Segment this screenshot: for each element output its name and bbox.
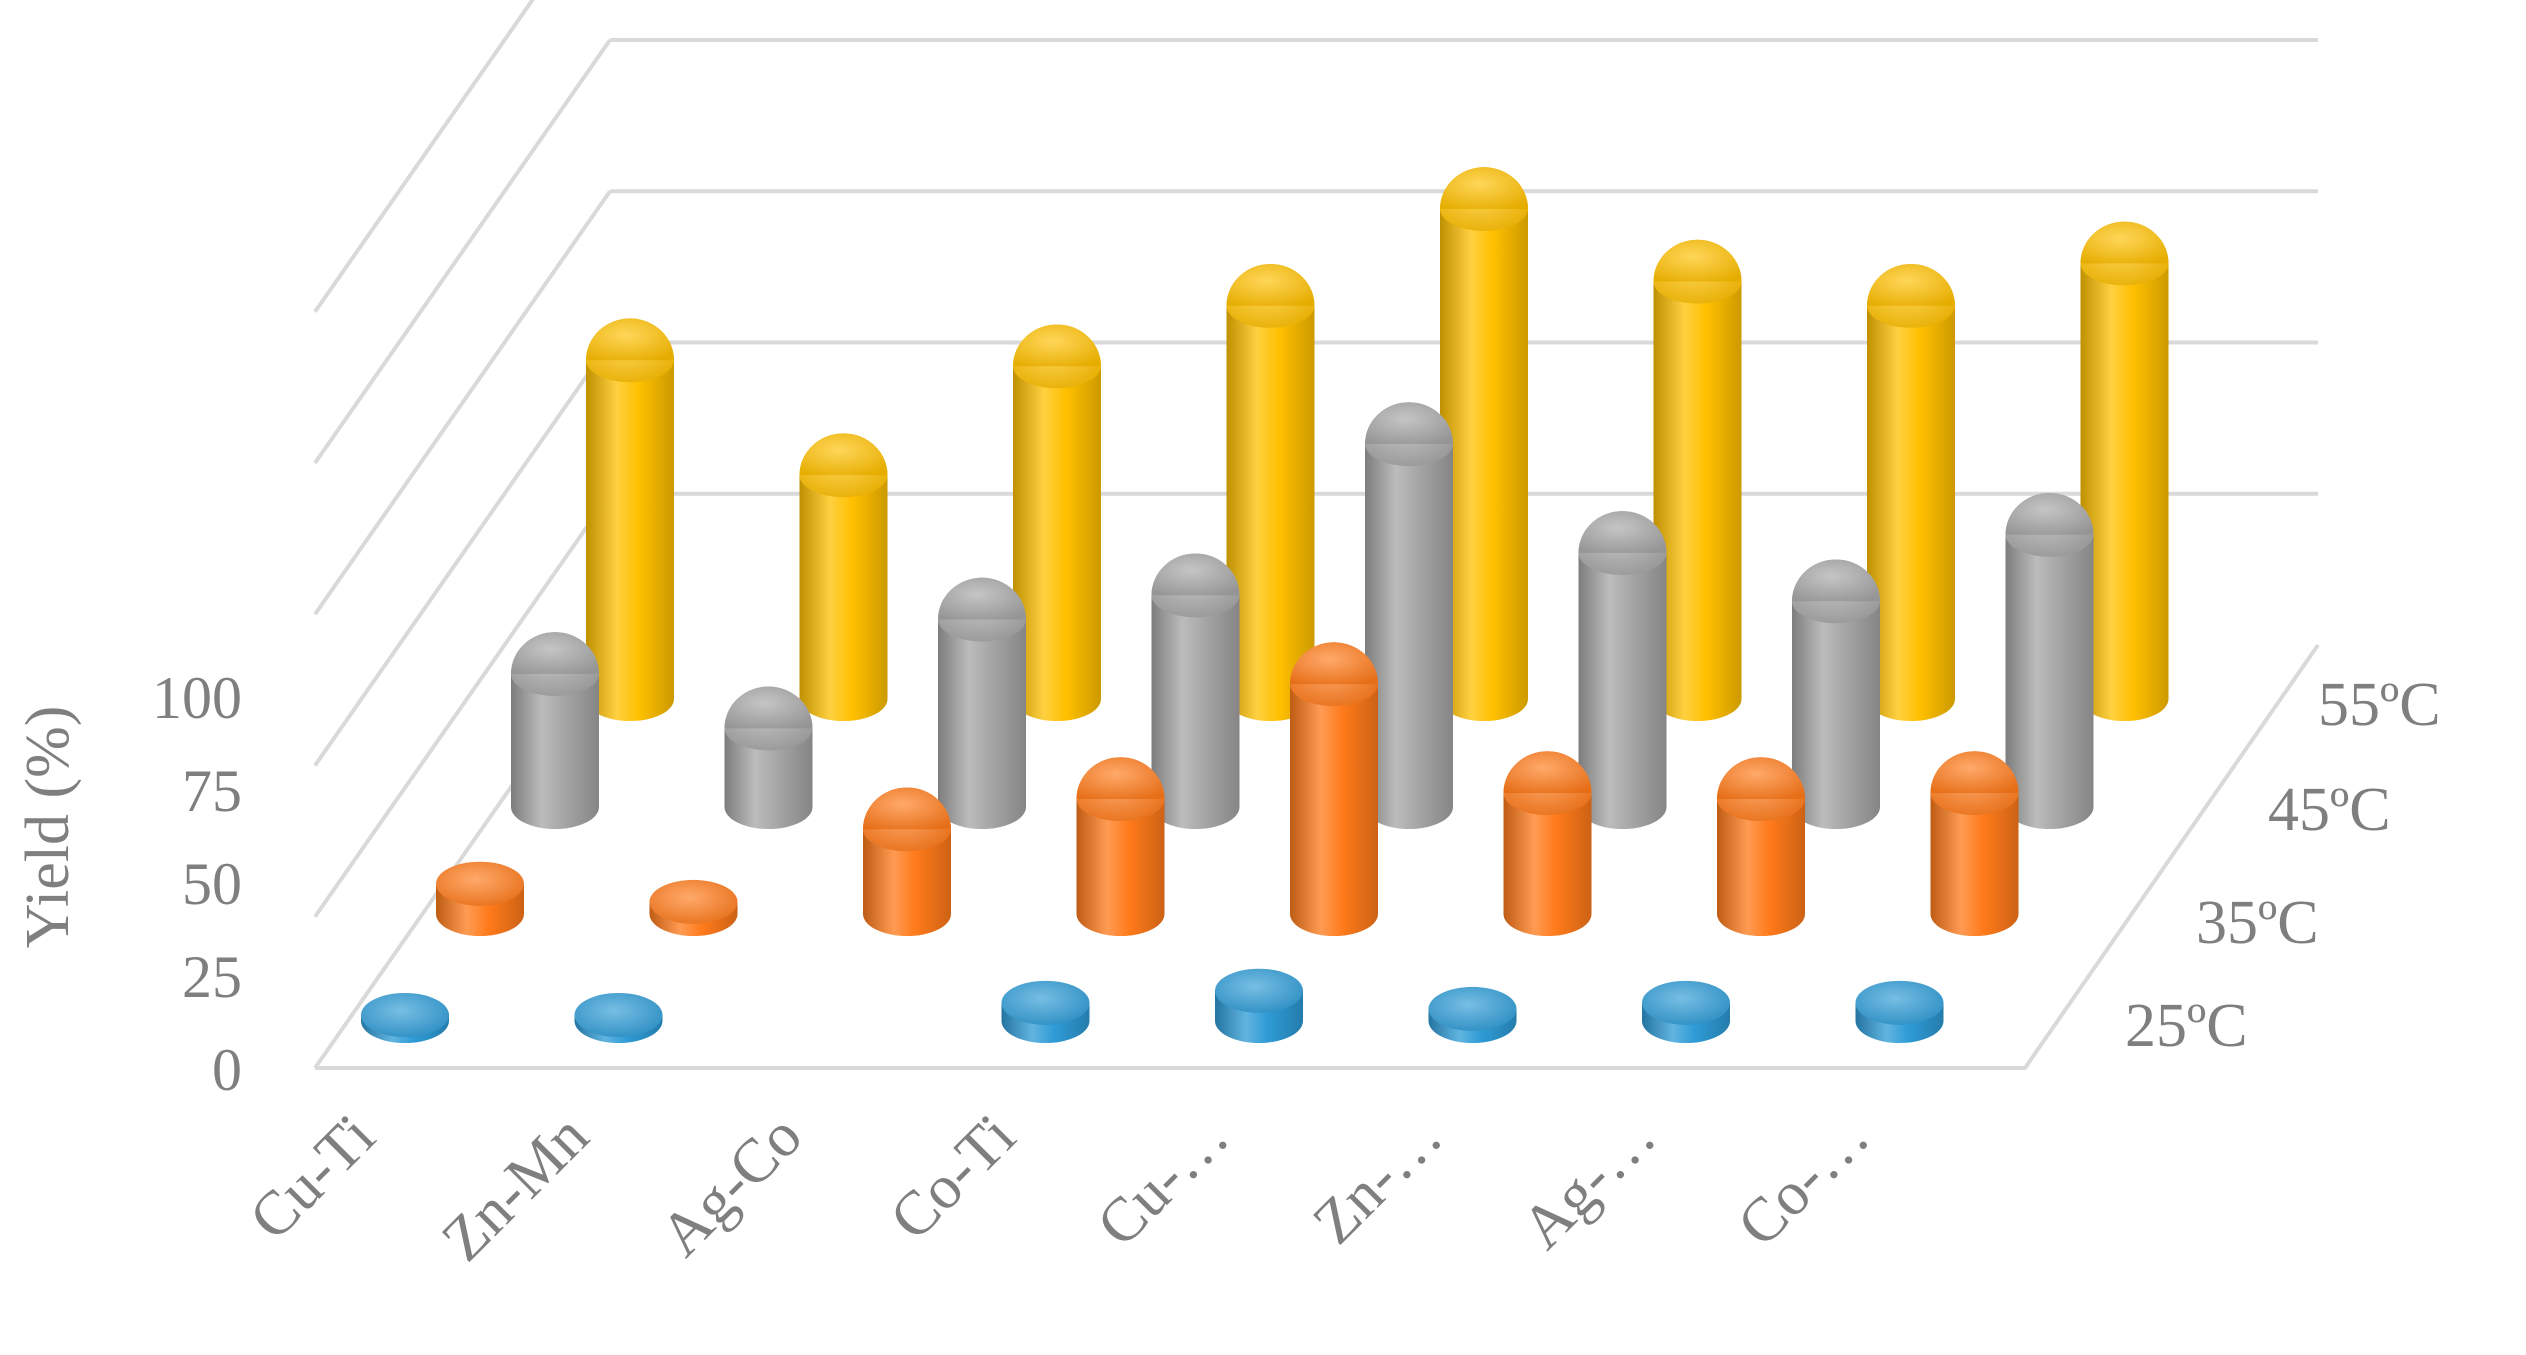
x-tick-label: Ag-Co: [647, 1102, 814, 1269]
bar-25ºC-Zn-…: [1428, 986, 1517, 1043]
bar-25ºC-Cu-Ti: [361, 993, 449, 1043]
plot-area: [361, 167, 2169, 1043]
gridline: [313, 492, 612, 918]
gridline: [313, 38, 612, 465]
depth-axis: 25ºC 35ºC 45ºC 55ºC: [2125, 671, 2441, 1060]
bar-35ºC-Co-…: [1930, 751, 2019, 936]
x-tick-label: Co-Ti: [877, 1102, 1028, 1253]
bar-25ºC-Co-…: [1855, 980, 1944, 1043]
bar-45ºC-Ag-…: [1792, 559, 1880, 829]
series-label: 55ºC: [2318, 671, 2441, 739]
bar-45ºC-Zn-Mn: [724, 686, 813, 830]
bar-45ºC-Co-Ti: [1151, 553, 1240, 830]
y-tick-label: 75: [182, 758, 242, 824]
series-label: 35ºC: [2196, 889, 2319, 957]
bar-55ºC-Ag-…: [1867, 263, 1955, 721]
gridline: [313, 0, 535, 313]
y-axis: 0 25 50 75 100: [152, 665, 242, 1103]
bar-55ºC-Zn-Mn: [799, 433, 888, 721]
bar-45ºC-Ag-Co: [938, 577, 1026, 829]
bar-35ºC-Cu-…: [1290, 642, 1378, 936]
x-tick-label: Ag-…: [1509, 1102, 1669, 1262]
bar-35ºC-Ag-…: [1717, 757, 1805, 936]
bar-55ºC-Ag-Co: [1013, 324, 1101, 721]
bar-55ºC-Zn-…: [1653, 239, 1742, 721]
x-tick-label: Cu-Ti: [237, 1102, 388, 1253]
bar-35ºC-Zn-Mn: [649, 879, 738, 936]
bar-45ºC-Co-…: [2005, 492, 2094, 830]
y-tick-label: 0: [212, 1037, 242, 1103]
x-tick-label: Co-…: [1725, 1102, 1883, 1260]
y-tick-label: 100: [152, 665, 242, 731]
bar-45ºC-Cu-…: [1365, 402, 1453, 829]
x-axis: Cu-Ti Zn-Mn Ag-Co Co-Ti Cu-… Zn-… Ag-… Co-…: [237, 1102, 1883, 1274]
bar-45ºC-Zn-…: [1578, 511, 1667, 830]
bar-45ºC-Cu-Ti: [511, 632, 599, 829]
bar-35ºC-Ag-Co: [863, 787, 951, 936]
floor-edge: [315, 643, 2320, 1070]
series-label: 45ºC: [2268, 776, 2391, 844]
series-label: 25ºC: [2125, 992, 2248, 1060]
bar-25ºC-Zn-Mn: [574, 993, 663, 1043]
bar-55ºC-Co-…: [2080, 221, 2169, 721]
gridline: [313, 190, 612, 616]
bar-35ºC-Co-Ti: [1076, 757, 1165, 936]
bar-25ºC-Cu-…: [1215, 968, 1303, 1043]
bar-25ºC-Co-Ti: [1001, 980, 1090, 1043]
bar-55ºC-Cu-…: [1440, 167, 1528, 721]
x-tick-label: Zn-…: [1300, 1102, 1455, 1257]
y-tick-label: 50: [182, 851, 242, 917]
bar-35ºC-Cu-Ti: [436, 861, 524, 936]
x-tick-label: Zn-Mn: [429, 1102, 601, 1274]
y-tick-label: 25: [182, 944, 242, 1010]
bar-35ºC-Zn-…: [1503, 751, 1592, 936]
x-tick-label: Cu-…: [1084, 1102, 1242, 1260]
bar-55ºC-Co-Ti: [1226, 263, 1315, 721]
gridline: [313, 341, 612, 767]
bar-55ºC-Cu-Ti: [586, 318, 674, 721]
bar-25ºC-Ag-…: [1642, 980, 1730, 1043]
y-axis-label: Yield (%): [14, 706, 82, 949]
